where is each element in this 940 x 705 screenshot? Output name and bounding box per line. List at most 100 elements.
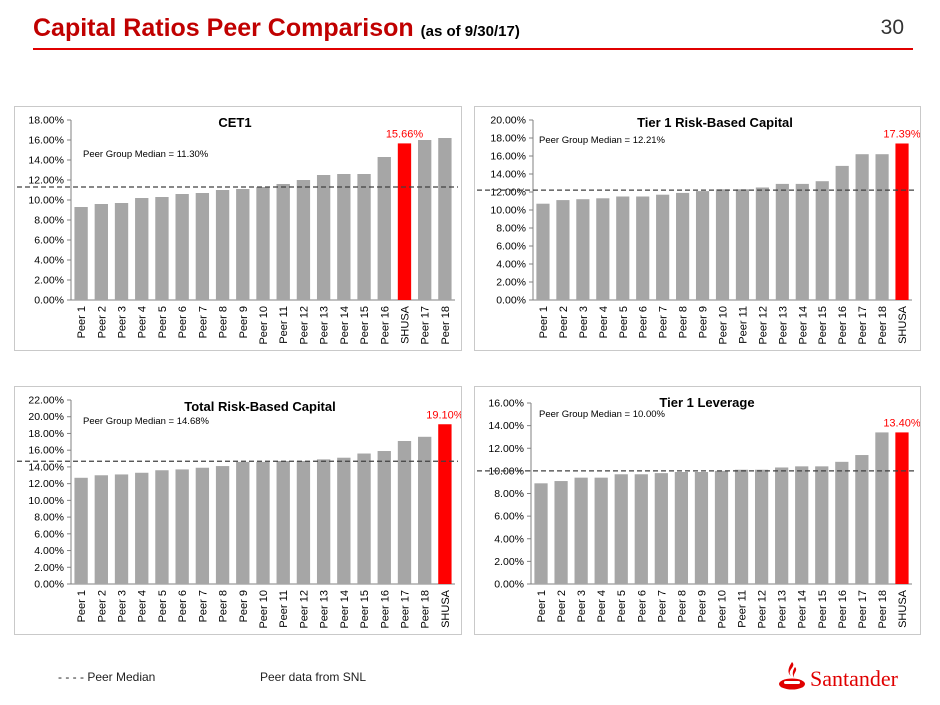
chart4-category-label: Peer 10 — [717, 590, 729, 629]
chart1-category-label: Peer 8 — [218, 306, 230, 338]
chart4-category-label: Peer 12 — [757, 590, 769, 629]
chart1-category-label: Peer 13 — [319, 306, 331, 345]
chart1-category-label: SHUSA — [399, 305, 411, 344]
chart2-ytick-label: 12.00% — [490, 187, 526, 199]
chart1-ytick-label: 16.00% — [28, 135, 64, 147]
chart2-title: Tier 1 Risk-Based Capital — [637, 115, 793, 130]
chart4-bar — [835, 461, 849, 584]
chart3-bar — [135, 472, 149, 584]
chart2-category-label: Peer 16 — [837, 306, 849, 345]
chart2-bar — [855, 154, 869, 300]
chart2-ytick-label: 10.00% — [490, 205, 526, 217]
chart1-ytick-label: 6.00% — [34, 235, 64, 247]
source-note: Peer data from SNL — [260, 670, 367, 684]
chart4-category-label: Peer 1 — [536, 590, 548, 622]
chart2-ytick-label: 14.00% — [490, 169, 526, 181]
chart3-category-label: Peer 13 — [319, 590, 331, 629]
chart3-category-label: Peer 18 — [420, 590, 432, 629]
chart2-category-label: Peer 14 — [797, 306, 809, 345]
chart-tier1-rbc: 0.00% 2.00% 4.00% 6.00% 8.00% 10.00% 12.00% 14.… — [474, 106, 921, 351]
chart2-ytick-label: 6.00% — [496, 241, 526, 253]
chart4-bar — [855, 455, 869, 584]
chart4-bar — [754, 469, 769, 584]
chart2-category-label: Peer 11 — [737, 306, 749, 344]
title-rule — [33, 48, 913, 50]
chart2-category-label: Peer 1 — [538, 306, 550, 338]
chart2-ytick-label: 0.00% — [496, 295, 526, 307]
chart1-ytick-label: 10.00% — [28, 195, 64, 207]
chart3-bar — [397, 440, 412, 584]
chart3-category-label: Peer 6 — [177, 590, 189, 622]
chart4-ytick-label: 14.00% — [488, 420, 524, 432]
chart3-median-label: Peer Group Median = 14.68% — [83, 416, 210, 427]
chart-tier1-rbc-svg: 0.00% 2.00% 4.00% 6.00% 8.00% 10.00% 12.00% 14.… — [477, 115, 920, 345]
chart2-category-label: Peer 8 — [678, 306, 690, 338]
chart2-bar — [755, 187, 769, 300]
chart-tier1-leverage: 0.00% 2.00% 4.00% 6.00% 8.00% 10.00% 12.00% 14.… — [474, 386, 921, 635]
chart3-ytick-label: 18.00% — [28, 428, 64, 440]
chart2-category-label: Peer 5 — [618, 306, 630, 338]
page-title-main: Capital Ratios Peer Comparison — [33, 14, 414, 42]
chart2-category-label: Peer 2 — [558, 306, 570, 338]
chart4-bar — [775, 467, 789, 584]
chart3-ytick-label: 6.00% — [34, 528, 64, 540]
chart1-ytick-label: 8.00% — [34, 215, 64, 227]
flame-icon — [779, 662, 805, 690]
chart4-ytick-label: 10.00% — [488, 465, 524, 477]
chart4-bar — [815, 466, 829, 584]
chart3-bar-shusa — [438, 424, 452, 584]
chart4-category-label: Peer 14 — [797, 590, 809, 629]
chart1-ytick-label: 4.00% — [34, 255, 64, 267]
chart2-bar — [676, 192, 690, 300]
chart2-ytick-label: 2.00% — [496, 277, 526, 289]
chart1-category-label: Peer 7 — [197, 306, 209, 338]
chart1-median-label: Peer Group Median = 11.30% — [83, 149, 209, 160]
chart1-bar — [438, 138, 452, 300]
chart2-category-label: Peer 9 — [698, 306, 710, 338]
chart2-bar — [536, 203, 550, 300]
chart1-bar — [418, 140, 432, 300]
chart1-ytick-label: 2.00% — [34, 275, 64, 287]
chart4-bar — [714, 470, 729, 584]
page-title: Capital Ratios Peer Comparison (as of 9/… — [33, 14, 520, 43]
chart2-category-label: Peer 12 — [757, 306, 769, 345]
chart4-ytick-label: 4.00% — [494, 533, 524, 545]
chart2-ytick-label: 20.00% — [490, 115, 526, 127]
chart3-title: Total Risk-Based Capital — [184, 399, 335, 414]
chart3-ytick-label: 4.00% — [34, 545, 64, 557]
chart1-bar — [195, 193, 210, 300]
chart1-bar — [175, 194, 189, 300]
chart3-bar — [94, 475, 108, 584]
chart4-ytick-label: 8.00% — [494, 488, 524, 500]
chart1-category-label: Peer 4 — [137, 306, 149, 338]
chart1-bar — [236, 189, 250, 300]
chart3-bar — [377, 451, 391, 584]
chart1-ytick-label: 18.00% — [28, 115, 64, 127]
chart3-ytick-label: 20.00% — [28, 411, 64, 423]
chart4-ytick-label: 16.00% — [488, 398, 524, 410]
chart4-ytick-label: 6.00% — [494, 511, 524, 523]
chart3-category-label: Peer 11 — [278, 590, 290, 628]
chart4-shusa-value-label: 13.40% — [883, 417, 920, 429]
chart1-bar — [74, 207, 88, 300]
chart3-category-label: Peer 2 — [96, 590, 108, 622]
chart1-bar — [135, 198, 149, 300]
chart3-bar — [195, 467, 210, 584]
chart1-category-label: Peer 9 — [238, 306, 250, 338]
chart3-ytick-label: 16.00% — [28, 445, 64, 457]
chart4-category-label: Peer 6 — [636, 590, 648, 622]
chart3-category-label: Peer 3 — [117, 590, 129, 622]
page-number: 30 — [880, 16, 904, 39]
chart-cet1: 0.00% 2.00% 4.00% 6.00% 8.00% 10.00% 12.00% 14.… — [14, 106, 462, 351]
chart3-category-label: Peer 14 — [339, 590, 351, 629]
chart3-category-label: Peer 17 — [399, 590, 411, 629]
chart2-bar — [656, 194, 670, 300]
chart-total-rbc: 0.00% 2.00% 4.00% 6.00% 8.00% 10.00% 12.00% 14.… — [14, 386, 462, 635]
legend-peer-median: - - - - Peer Median — [58, 670, 156, 684]
chart1-category-label: Peer 1 — [76, 306, 88, 338]
chart1-category-label: Peer 17 — [420, 306, 432, 345]
chart-total-rbc-svg: 0.00% 2.00% 4.00% 6.00% 8.00% 10.00% 12.00% 14.… — [17, 395, 461, 629]
chart2-bar — [695, 191, 710, 300]
chart3-category-label: Peer 4 — [137, 590, 149, 622]
chart3-bar — [155, 470, 169, 584]
